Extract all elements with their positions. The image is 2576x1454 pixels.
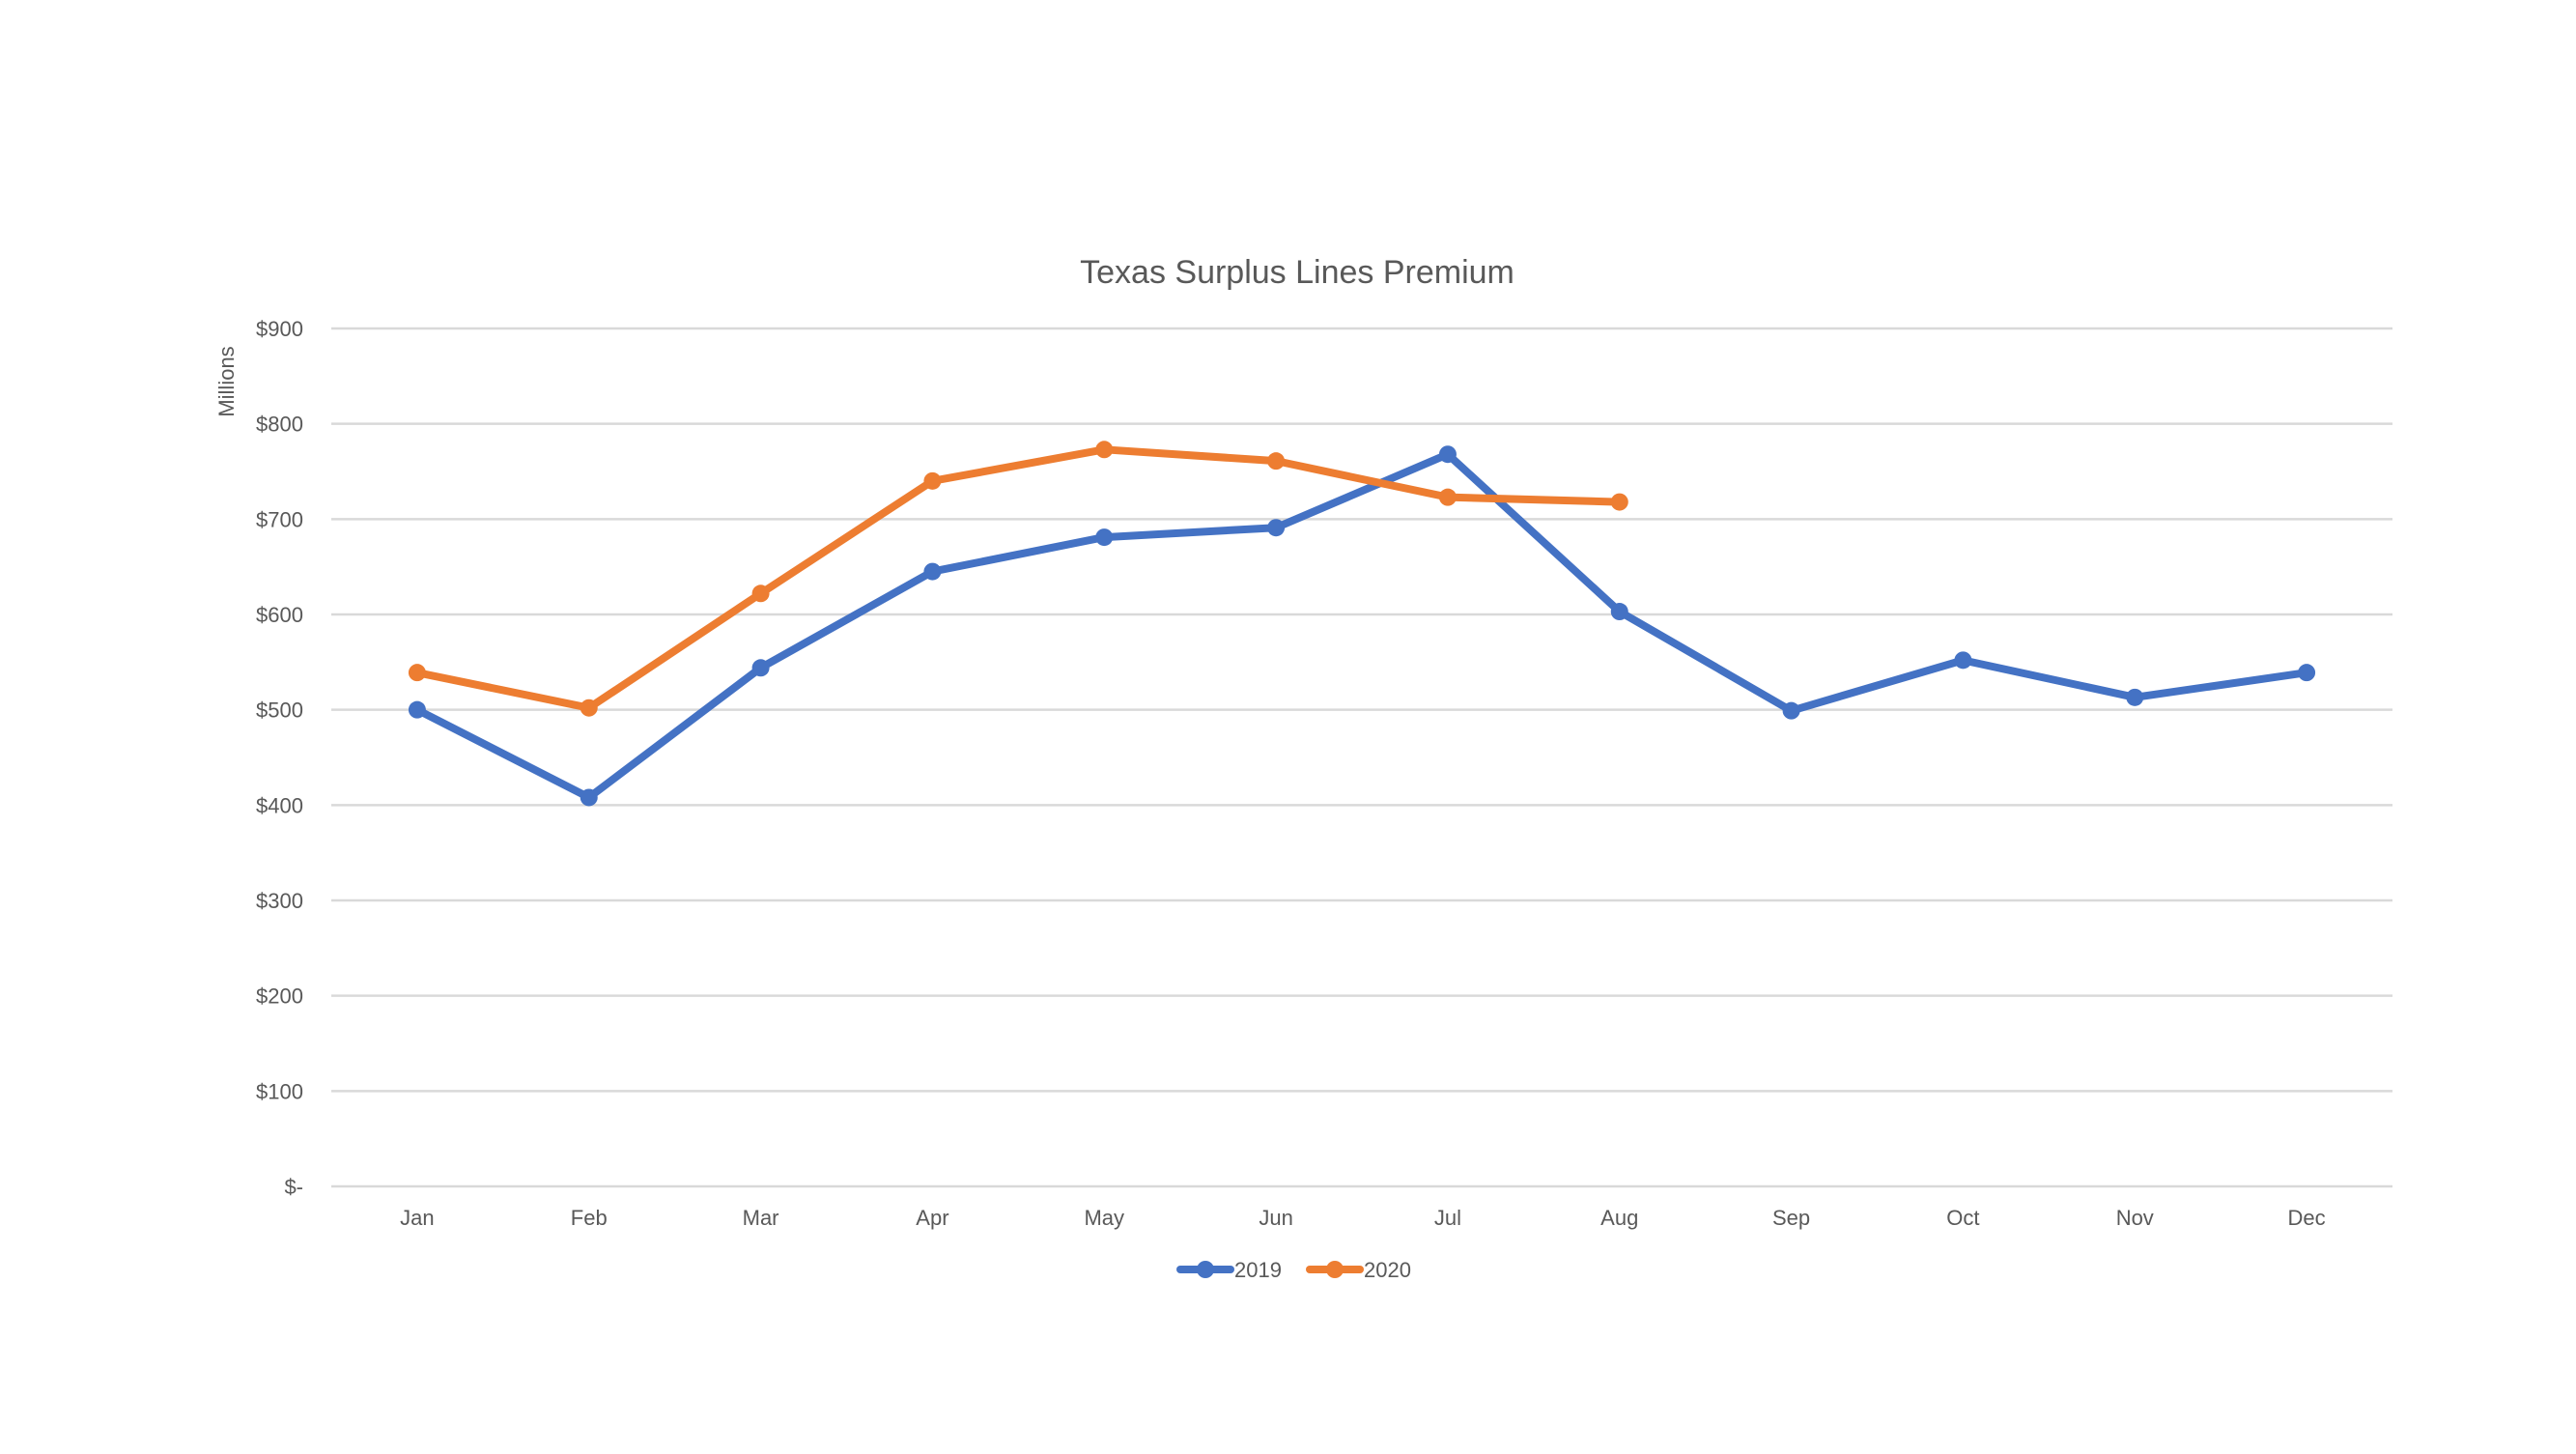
x-tick-label: Jan [400,1206,434,1230]
x-tick-label: Jun [1259,1206,1292,1230]
legend: 2019 2020 [1176,1258,1411,1282]
data-point [751,584,770,603]
x-tick-labels: Jan Feb Mar Apr May Jun Jul Aug Sep Oct Nov Dec [400,1206,2325,1230]
y-tick-label: $500 [256,698,303,723]
y-tick-label: $300 [256,889,303,913]
legend-label: 2019 [1234,1258,1282,1282]
legend-marker-icon [1326,1261,1344,1278]
y-tick-label: $200 [256,984,303,1009]
x-tick-label: Feb [571,1206,608,1230]
x-tick-label: Mar [743,1206,779,1230]
data-point [1438,488,1457,506]
y-tick-label: $600 [256,603,303,627]
data-point [1267,519,1286,537]
chart-title: Texas Surplus Lines Premium [1080,254,1514,291]
y-axis-label: Millions [214,346,239,416]
y-tick-label: $900 [256,317,303,341]
data-point [751,659,770,677]
series-2019 [408,445,2316,807]
gridlines [331,327,2392,1188]
data-point [923,562,942,581]
legend-item-2019: 2019 [1176,1258,1282,1282]
y-tick-label: $700 [256,507,303,531]
data-point [923,471,942,490]
data-point [580,698,598,717]
y-tick-label: $- [284,1175,303,1199]
data-point [1095,528,1114,547]
series-2020 [408,441,1628,717]
x-tick-label: Jul [1434,1206,1461,1230]
x-tick-label: Dec [2288,1206,2326,1230]
x-tick-label: Aug [1600,1206,1638,1230]
x-tick-label: Oct [1946,1206,1979,1230]
series-group [408,441,2316,807]
y-tick-labels: $- $100 $200 $300 $400 $500 $600 $700 $800 $900 [256,317,303,1199]
x-tick-label: Apr [916,1206,948,1230]
legend-item-2020: 2020 [1306,1258,1411,1282]
data-point [2126,688,2144,706]
y-tick-label: $800 [256,413,303,437]
data-point [2298,664,2316,682]
data-point [408,664,426,682]
data-point [408,700,426,719]
y-tick-label: $100 [256,1079,303,1103]
y-tick-label: $400 [256,793,303,817]
series-line-2020 [412,445,1624,712]
x-tick-label: Sep [1772,1206,1810,1230]
data-point [1610,603,1628,621]
data-point [1095,441,1114,459]
data-point [580,788,598,807]
data-point [1782,701,1800,720]
series-line-2019 [412,450,2311,802]
data-point [1267,452,1286,470]
legend-label: 2020 [1364,1258,1411,1282]
data-point [1610,493,1628,511]
data-point [1438,445,1457,464]
x-tick-label: Nov [2116,1206,2154,1230]
x-tick-label: May [1084,1206,1124,1230]
legend-marker-icon [1197,1261,1214,1278]
data-point [1954,651,1972,670]
